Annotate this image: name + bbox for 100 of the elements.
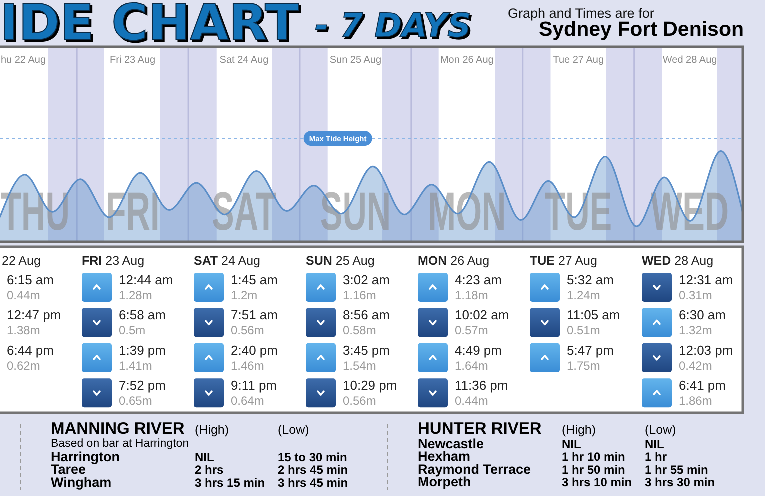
text: 3 hrs 45 min [278, 476, 348, 490]
text: 11:05 am [567, 308, 620, 323]
category-label: (Low) [645, 423, 676, 437]
category-label: TUE 27 Aug [530, 254, 598, 268]
text: 7:51 am [231, 308, 278, 323]
category-label: SUN 25 Aug [306, 254, 375, 268]
x-tick-label: Wed 28 Aug [662, 55, 718, 66]
text: 6:41 pm [679, 378, 726, 394]
text: 12:31 am [679, 272, 734, 288]
text: 6:58 am [119, 308, 166, 323]
text: 1.28m [119, 288, 152, 302]
annotation: FRI [106, 180, 160, 242]
text: 1.24m [567, 288, 600, 302]
text: 1 hr 50 min [562, 462, 626, 477]
text: 0.44m [7, 288, 40, 302]
text: 1.32m [679, 324, 712, 338]
annotation: TUE [545, 180, 612, 242]
chart-subtitle: - 7 DAYS [315, 6, 472, 45]
text: 0.62m [7, 358, 40, 373]
chart-title: IDE CHART [0, 0, 300, 52]
text: 1.41m [119, 358, 152, 373]
x-tick-label: Fri 23 Aug [110, 55, 156, 66]
text: Graph and Times are for [508, 6, 655, 21]
annotation: WED [651, 180, 730, 242]
category-label: SAT 24 Aug [194, 254, 261, 268]
text: 1.18m [455, 288, 488, 302]
text: 0.56m [231, 324, 264, 338]
text: NIL [645, 438, 664, 452]
category-label: WED 28 Aug [642, 254, 714, 268]
text: 6:30 am [679, 308, 726, 323]
text: 2 hrs [195, 463, 224, 478]
text: 0.64m [231, 394, 264, 408]
text: 1:39 pm [119, 342, 166, 358]
text: 3:02 am [343, 272, 390, 288]
text: 1.16m [343, 288, 376, 302]
annotation: THU [1, 180, 70, 242]
text: 0.5m [119, 324, 146, 338]
text: 10:29 pm [343, 378, 398, 394]
text: 12:03 pm [679, 342, 734, 358]
text: 12:47 pm [7, 308, 62, 323]
category-label: MON 26 Aug [418, 254, 490, 268]
text: 0.51m [567, 324, 600, 338]
category-label: (High) [195, 423, 230, 437]
category-label: FRI 23 Aug [82, 254, 145, 268]
text: 1.2m [231, 288, 258, 302]
text: 15 to 30 min [278, 450, 348, 464]
text: 1.46m [231, 358, 264, 373]
text: 1.38m [7, 324, 40, 338]
text: 0.65m [119, 394, 152, 408]
text: 0.56m [343, 394, 376, 408]
x-tick-label: Mon 26 Aug [440, 55, 494, 66]
text: 1.64m [455, 358, 488, 373]
text: 2 hrs 45 min [278, 463, 348, 478]
text: 8:56 am [343, 308, 390, 323]
text: 0.42m [679, 358, 712, 373]
category-label: Newcastle [418, 436, 484, 452]
text: NIL [195, 450, 214, 464]
annotation: SUN [320, 180, 392, 242]
text: 1 hr [645, 450, 668, 464]
text: 1 hr 55 min [645, 462, 708, 477]
text: 3 hrs 10 min [562, 476, 632, 490]
text: 6:15 am [7, 272, 54, 288]
x-tick-label: Sat 24 Aug [220, 55, 269, 66]
annotation: MON [428, 180, 506, 242]
text: Sydney Fort Denison [538, 18, 744, 41]
text: 2:40 pm [231, 342, 278, 358]
text: 10:02 am [455, 308, 510, 323]
text: 3:45 pm [343, 342, 390, 358]
category-label: (Low) [278, 423, 310, 437]
text: 0.44m [455, 394, 488, 408]
category-label: (High) [562, 423, 596, 437]
x-tick-label: hu 22 Aug [0, 55, 46, 66]
text: 5:32 am [567, 272, 614, 288]
text: 5:47 pm [567, 342, 614, 358]
text: MANNING RIVER [51, 420, 185, 438]
text: 3 hrs 30 min [645, 476, 716, 490]
text: 1 hr 10 min [562, 450, 626, 464]
text: NIL [562, 438, 582, 452]
text: 12:44 am [119, 272, 174, 288]
text: 1.54m [343, 358, 376, 373]
category-label: Wingham [51, 474, 112, 490]
x-tick-label: Tue 27 Aug [553, 55, 604, 66]
text: 1.75m [567, 358, 600, 373]
category-label: Harrington [51, 450, 120, 464]
text: 0.57m [455, 324, 488, 338]
text: 7:52 pm [119, 378, 166, 394]
text: 0.31m [679, 288, 712, 302]
text: 9:11 pm [231, 378, 278, 394]
category-label: 22 Aug [2, 254, 41, 268]
text: 1:45 am [231, 272, 278, 288]
text: 4:49 pm [455, 342, 502, 358]
x-tick-label: Sun 25 Aug [330, 55, 382, 66]
text: 11:36 pm [455, 378, 508, 394]
category-label: Hexham [418, 449, 471, 464]
text: 0.58m [343, 324, 376, 338]
annotation: SAT [212, 180, 276, 242]
text: 6:44 pm [7, 342, 54, 358]
text: 1.86m [679, 394, 712, 408]
text: Based on bar at Harrington [51, 438, 190, 450]
text: 3 hrs 15 min [195, 476, 266, 490]
